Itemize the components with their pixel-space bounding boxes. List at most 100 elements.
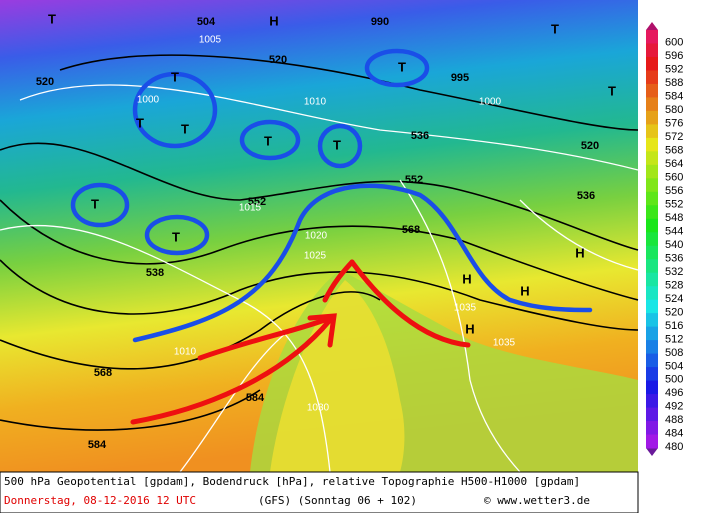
colorbar-tick-label: 480 [665,441,683,453]
contour-label: 584 [88,439,107,451]
map-labels: T T T T T T T T T T T H H H H H 504 520 520 536 538 552 552 568… [36,11,616,450]
pressure-center: H [462,271,471,286]
yellow-region [270,280,405,472]
pressure-center: T [172,229,180,244]
colorbar-swatch [646,313,658,328]
warm-air-arrows [130,259,471,425]
contour-label: 584 [246,392,265,404]
contour-label: 552 [405,174,423,186]
colorbar-tick-label: 576 [665,118,683,130]
colorbar-tick-label: 584 [665,91,683,103]
pressure-center: T [171,69,179,84]
colorbar-swatch [646,272,658,287]
colorbar-swatch [646,380,658,395]
colorbar-swatch [646,245,658,260]
colorbar-tick-label: 484 [665,428,683,440]
colorbar-tick-label: 488 [665,414,683,426]
contour-label: 536 [577,190,595,202]
map [0,0,639,473]
colorbar-tick-label: 492 [665,401,683,413]
trough-annotations [70,48,593,343]
contour-label: 1035 [493,338,516,349]
colorbar-swatch [646,110,658,125]
colorbar-swatch [646,286,658,301]
pressure-center: H [269,13,278,28]
colorbar-tick-label: 588 [665,77,683,89]
contour-label: 536 [411,130,429,142]
colorbar-swatch [646,191,658,206]
colorbar-swatch [646,326,658,341]
pressure-center: T [608,83,616,98]
pressure-center: T [398,59,406,74]
footer-date: Donnerstag, 08-12-2016 12 UTC [4,494,196,507]
pressure-center: H [520,283,529,298]
contour-label: 1000 [137,95,160,106]
colorbar-swatch [646,434,658,449]
colorbar-swatch [646,421,658,436]
contour-label: 520 [269,54,287,66]
colorbar-tick-label: 544 [665,225,683,237]
footer-description: 500 hPa Geopotential [gpdam], Bodendruck… [4,475,580,488]
colorbar-tick-label: 596 [665,50,683,62]
contour-label: 520 [36,76,54,88]
colorbar-bottom-arrow [646,448,658,456]
footer-credit: © www.wetter3.de [484,494,590,507]
colorbar-swatch [646,83,658,98]
colorbar-swatch [646,218,658,233]
footer-run: (GFS) (Sonntag 06 + 102) [258,494,417,507]
colorbar-swatch [646,340,658,355]
pressure-center: T [181,121,189,136]
colorbar-tick-label: 568 [665,145,683,157]
colorbar-tick-label: 560 [665,171,683,183]
footer-box [0,471,639,514]
colorbar-swatch [646,259,658,274]
contour-label: 1035 [454,303,477,314]
colorbar-swatch [646,205,658,220]
colorbar-tick-label: 536 [665,252,683,264]
contour-label: 995 [451,72,469,84]
colorbar-tick-label: 548 [665,212,683,224]
colorbar-tick-label: 500 [665,374,683,386]
colorbar-swatch [646,137,658,152]
colorbar-tick-label: 504 [665,360,683,372]
colorbar-swatch [646,299,658,314]
colorbar-tick-label: 552 [665,198,683,210]
colorbar-tick-label: 556 [665,185,683,197]
colorbar-swatch [646,43,658,58]
colorbar-swatch [646,367,658,382]
contour-label: 1025 [304,251,327,262]
contour-label: 1010 [304,97,327,108]
colorbar-swatch [646,70,658,85]
pressure-center: T [551,21,559,36]
contour-label: 1005 [199,35,222,46]
contour-label: 1000 [479,97,502,108]
contour-label: 1015 [239,203,262,214]
pressure-center: T [264,133,272,148]
colorbar-tick-label: 520 [665,306,683,318]
contour-label: 990 [371,16,389,28]
colorbar-swatch [646,232,658,247]
colorbar-tick-label: 496 [665,387,683,399]
contour-label: 538 [146,267,164,279]
colorbar-tick-label: 508 [665,347,683,359]
contour-label: 568 [94,367,112,379]
colorbar-swatch [646,164,658,179]
colorbar-swatch [646,97,658,112]
colorbar-tick-label: 572 [665,131,683,143]
contour-label: 520 [581,140,599,152]
contour-label: 504 [197,16,216,28]
pressure-center: T [136,115,144,130]
pressure-center: T [91,196,99,211]
pressure-center: H [465,321,474,336]
colorbar-top-arrow [646,22,658,30]
colorbar-tick-label: 516 [665,320,683,332]
contour-label: 568 [402,224,420,236]
colorbar-tick-label: 524 [665,293,683,305]
contour-label: 1010 [174,347,197,358]
colorbar-swatch [646,56,658,71]
pressure-center: T [333,137,341,152]
colorbar-tick-label: 580 [665,104,683,116]
colorbar-tick-label: 528 [665,279,683,291]
